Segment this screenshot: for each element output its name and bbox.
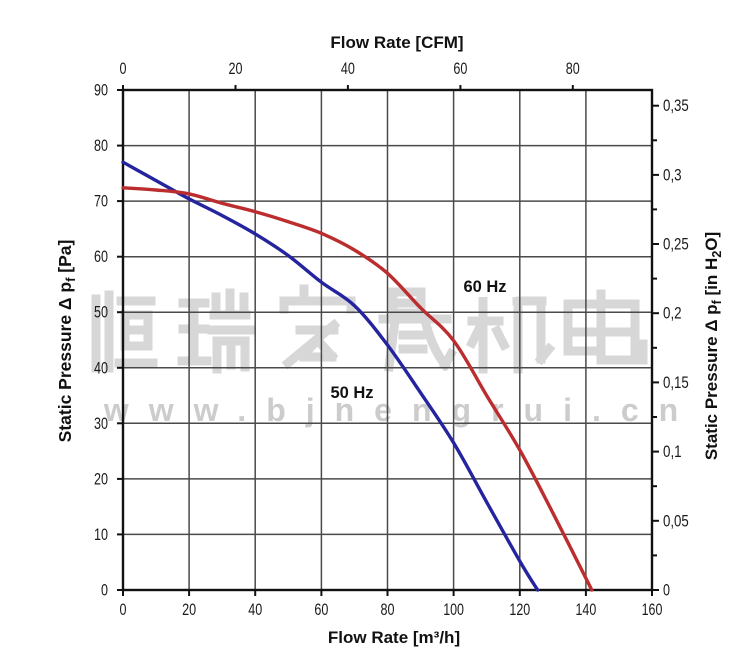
svg-text:100: 100 (443, 601, 464, 619)
svg-text:www.bjhengrui.cn: www.bjhengrui.cn (103, 392, 698, 428)
svg-text:0,25: 0,25 (663, 236, 689, 254)
svg-text:80: 80 (566, 60, 580, 78)
svg-text:0,1: 0,1 (663, 443, 682, 461)
svg-text:0,15: 0,15 (663, 374, 689, 392)
svg-text:50 Hz: 50 Hz (330, 384, 373, 402)
svg-text:120: 120 (509, 601, 530, 619)
svg-text:80: 80 (381, 601, 395, 619)
svg-text:0,3: 0,3 (663, 166, 682, 184)
svg-text:60 Hz: 60 Hz (463, 278, 506, 296)
svg-text:160: 160 (642, 601, 663, 619)
svg-text:20: 20 (229, 60, 243, 78)
svg-text:20: 20 (182, 601, 196, 619)
svg-text:60: 60 (314, 601, 328, 619)
svg-text:0: 0 (663, 582, 670, 600)
svg-text:40: 40 (248, 601, 262, 619)
svg-text:60: 60 (94, 248, 108, 266)
svg-text:0,35: 0,35 (663, 97, 689, 115)
svg-text:Static Pressure Δ pf [Pa]: Static Pressure Δ pf [Pa] (55, 240, 78, 443)
svg-text:140: 140 (576, 601, 597, 619)
svg-text:80: 80 (94, 137, 108, 155)
svg-text:0: 0 (120, 60, 127, 78)
svg-text:Flow Rate [CFM]: Flow Rate [CFM] (330, 33, 463, 52)
svg-text:0: 0 (101, 582, 108, 600)
svg-text:70: 70 (94, 193, 108, 211)
svg-text:40: 40 (341, 60, 355, 78)
svg-text:0,2: 0,2 (663, 305, 682, 323)
svg-text:90: 90 (94, 82, 108, 100)
svg-text:0: 0 (120, 601, 127, 619)
svg-text:Static Pressure Δ pf [in H2O]: Static Pressure Δ pf [in H2O] (702, 232, 724, 460)
svg-text:50: 50 (94, 304, 108, 322)
svg-text:30: 30 (94, 415, 108, 433)
svg-text:40: 40 (94, 359, 108, 377)
svg-text:0,05: 0,05 (663, 512, 689, 530)
svg-text:20: 20 (94, 470, 108, 488)
svg-text:10: 10 (94, 526, 108, 544)
svg-text:60: 60 (453, 60, 467, 78)
svg-text:Flow Rate [m³/h]: Flow Rate [m³/h] (328, 628, 460, 647)
